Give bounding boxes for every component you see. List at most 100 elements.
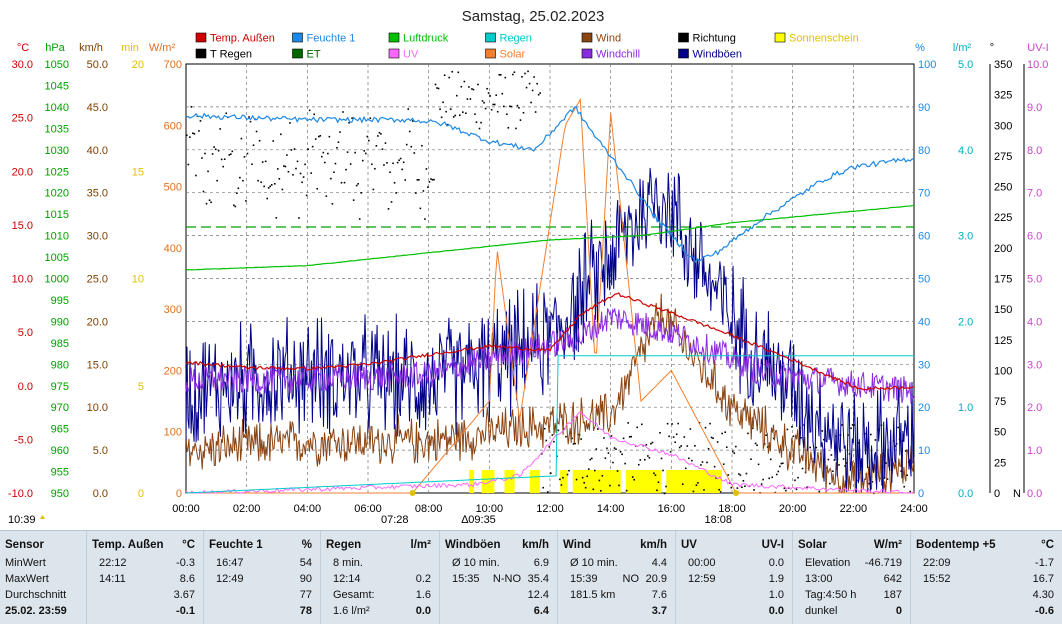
stats-column: Temp. Außen °C 22:12 -0.3 14:11 8.6 3.67 -0.1 (86, 531, 203, 624)
wind-direction-dot (827, 458, 830, 461)
legend-swatch (388, 48, 400, 59)
axis-tick-kmh: 50.0 (87, 59, 108, 71)
series (185, 70, 915, 495)
legend-label: Regen (500, 33, 532, 45)
stats-cell: 1.9 (768, 573, 784, 585)
stats-cell: -46.719 (864, 557, 902, 569)
axis-tick-deg: 125 (994, 335, 1012, 347)
wind-direction-dot (510, 105, 513, 108)
stats-header-label: Temp. Außen (92, 539, 164, 551)
legend-swatch (195, 48, 207, 59)
wind-direction-dot (402, 161, 405, 164)
axis-tick-deg: 275 (994, 151, 1012, 163)
wind-direction-dot (672, 436, 675, 438)
wind-direction-dot (521, 76, 523, 78)
wind-direction-dot (801, 467, 804, 470)
stats-column: Solar W/m² Elevation -46.719 13:00 642 Tag:4:5… (792, 531, 910, 624)
stats-row: 15:35 N-NO 35.4 (440, 571, 557, 587)
axis-tick-temp: 25.0 (12, 113, 33, 125)
legend-swatch (485, 48, 496, 59)
wind-direction-dot (575, 478, 578, 481)
wind-direction-dot (261, 161, 264, 163)
wind-direction-dot (694, 444, 696, 447)
wind-direction-dot (352, 199, 355, 201)
axis-unit-min: min (121, 42, 139, 54)
axis-tick-hpa: 955 (51, 467, 69, 479)
wind-direction-dot (665, 485, 667, 488)
wind-direction-dot (407, 108, 410, 110)
wind-direction-dot (719, 491, 722, 493)
wind-direction-dot (559, 478, 561, 481)
x-tick-label: 24:00 (900, 503, 928, 515)
wind-direction-dot (443, 74, 446, 77)
wind-direction-dot (566, 473, 569, 476)
wind-direction-dot (815, 446, 818, 449)
wind-direction-dot (489, 95, 491, 97)
stats-cell: 0.0 (415, 605, 431, 617)
wind-direction-dot (201, 157, 203, 159)
wind-direction-dot (457, 71, 460, 74)
axis-tick-pct: 40 (918, 316, 930, 328)
wind-direction-dot (528, 82, 531, 85)
legend-swatch (292, 32, 303, 43)
axis-tick-temp: -5.0 (14, 434, 33, 446)
wind-direction-dot (597, 428, 599, 430)
wind-direction-dot (371, 163, 373, 166)
stats-header: Wind km/h (558, 537, 675, 553)
legend-swatch (581, 32, 593, 43)
wind-direction-dot (639, 459, 642, 461)
wind-direction-dot (390, 201, 393, 203)
wind-direction-dot (465, 112, 467, 115)
wind-direction-dot (448, 76, 450, 79)
wind-direction-dot (904, 450, 907, 452)
stats-header: UV UV-I (676, 537, 792, 553)
wind-direction-dot (738, 473, 740, 475)
wind-direction-dot (355, 184, 358, 187)
wind-direction-dot (404, 179, 406, 181)
axis-tick-wm2: 400 (164, 243, 182, 255)
wind-direction-dot (644, 458, 646, 461)
wind-direction-dot (319, 134, 322, 137)
wind-direction-dot (337, 141, 340, 143)
wind-direction-dot (289, 122, 291, 124)
axis-tick-kmh: 0.0 (93, 488, 108, 500)
wind-direction-dot (741, 486, 743, 489)
stats-cell: 0.0 (768, 605, 784, 617)
stats-header-label: Solar (798, 539, 827, 551)
wind-direction-dot (782, 462, 784, 465)
wind-direction-dot (316, 187, 319, 190)
stats-row: 12.4 (440, 587, 557, 603)
wind-direction-dot (405, 143, 408, 146)
wind-direction-dot (586, 475, 588, 478)
wind-direction-dot (325, 195, 328, 197)
wind-direction-dot (524, 72, 526, 75)
wind-direction-dot (260, 181, 262, 184)
wind-direction-dot (408, 130, 411, 133)
wind-direction-dot (660, 457, 663, 460)
wind-direction-dot (601, 474, 604, 477)
stats-cell: 1.0 (768, 589, 784, 601)
wind-direction-dot (689, 428, 692, 430)
wind-direction-dot (624, 462, 626, 465)
axis-tick-uvi: 3.0 (1027, 359, 1042, 371)
wind-direction-dot (419, 207, 422, 210)
wind-direction-dot (474, 113, 476, 115)
wind-direction-dot (239, 176, 241, 179)
wind-direction-dot (336, 146, 338, 149)
stats-cell: N-NO (492, 573, 521, 585)
axis-tick-uvi: 9.0 (1027, 102, 1042, 114)
stats-cell: 22:09 (923, 557, 951, 569)
wind-direction-dot (633, 478, 636, 481)
wind-direction-dot (707, 447, 710, 450)
wind-direction-dot (712, 437, 714, 440)
wind-direction-dot (501, 92, 504, 95)
stats-header-label: UV (681, 539, 697, 551)
sunshine-bar (529, 470, 540, 493)
wind-direction-dot (786, 428, 789, 431)
sunshine-bar (469, 470, 475, 493)
grid (186, 64, 914, 493)
wind-direction-dot (270, 184, 273, 186)
sun-marker (409, 490, 416, 496)
axis-unit-uvi: UV-I (1027, 42, 1048, 54)
wind-direction-dot (193, 132, 196, 135)
